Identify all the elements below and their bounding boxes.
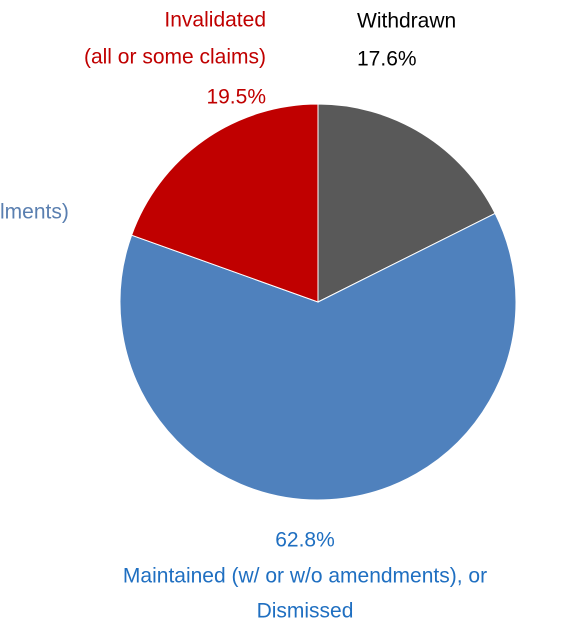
slice-label: Withdrawn xyxy=(357,10,456,33)
pie-slice xyxy=(130,103,319,303)
pie-slice xyxy=(119,212,517,501)
value-label: 19.5% xyxy=(206,86,266,109)
slice-label: Dismissed xyxy=(257,600,354,623)
slice-label: Invalidated xyxy=(164,9,266,32)
pie-slice xyxy=(317,103,496,303)
annotation: lments) xyxy=(0,201,69,224)
slice-label: Maintained (w/ or w/o amendments), or xyxy=(123,565,487,588)
value-label: 62.8% xyxy=(275,529,335,552)
slice-label: (all or some claims) xyxy=(84,46,266,69)
value-label: 17.6% xyxy=(357,48,417,71)
